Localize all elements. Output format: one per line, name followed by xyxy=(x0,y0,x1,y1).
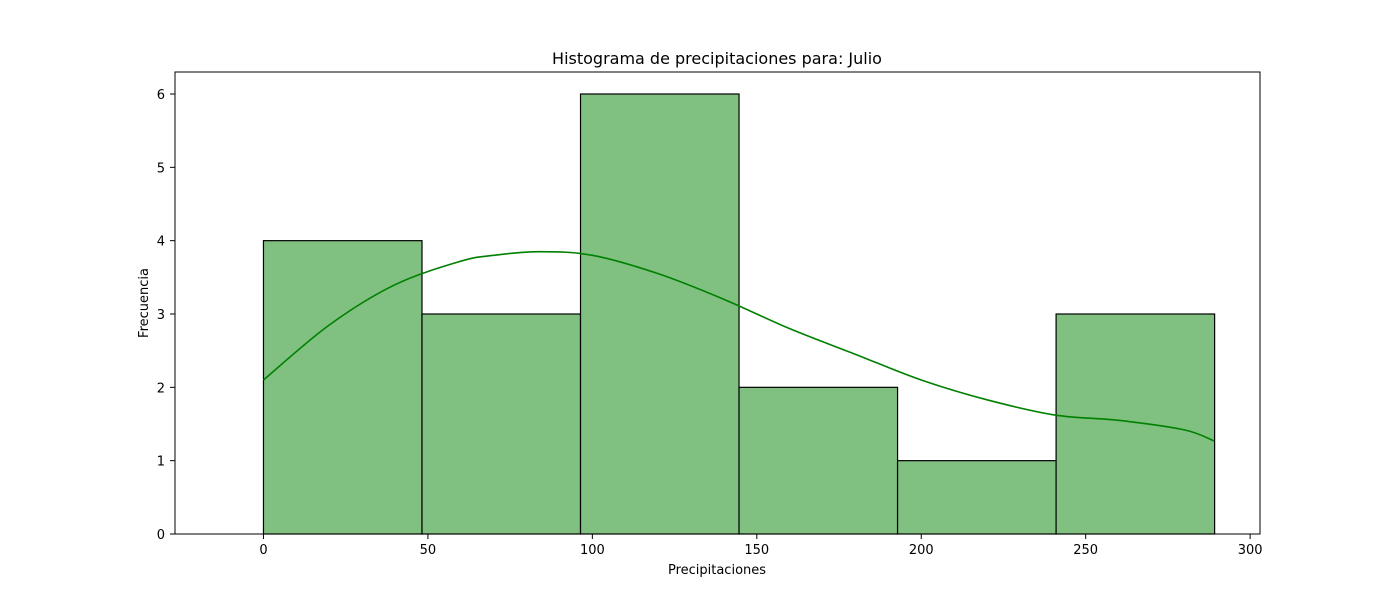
x-axis-label: Precipitaciones xyxy=(668,563,766,578)
x-axis-ticks: 0 50 100 150 200 250 300 xyxy=(259,534,1263,558)
bars-group xyxy=(262,93,1216,535)
y-tick-label: 4 xyxy=(157,235,165,250)
y-tick-label: 1 xyxy=(157,455,165,470)
y-axis-label: Frecuencia xyxy=(137,268,152,338)
plot-area-frame xyxy=(174,71,1261,535)
histogram-bar xyxy=(738,386,899,535)
x-tick-label: 100 xyxy=(580,543,605,558)
chart-title: Histograma de precipitaciones para: Juli… xyxy=(552,49,882,68)
kde-line xyxy=(262,250,1215,442)
histogram-bar xyxy=(1055,313,1216,535)
x-tick-label: 50 xyxy=(420,543,437,558)
y-tick-label: 6 xyxy=(157,88,165,103)
histogram-bar xyxy=(579,93,740,535)
y-tick-label: 3 xyxy=(157,308,165,323)
x-tick-label: 250 xyxy=(1073,543,1098,558)
x-tick-label: 200 xyxy=(909,543,934,558)
histogram-bar xyxy=(896,460,1057,535)
histogram-bar xyxy=(262,240,423,535)
y-axis-ticks: 0 1 2 3 4 5 6 xyxy=(157,88,175,543)
x-tick-label: 0 xyxy=(259,543,267,558)
histogram-bar xyxy=(421,313,582,535)
y-tick-label: 0 xyxy=(157,528,165,543)
y-tick-label: 2 xyxy=(157,381,165,396)
x-tick-label: 150 xyxy=(744,543,769,558)
y-tick-label: 5 xyxy=(157,161,165,176)
x-tick-label: 300 xyxy=(1238,543,1263,558)
